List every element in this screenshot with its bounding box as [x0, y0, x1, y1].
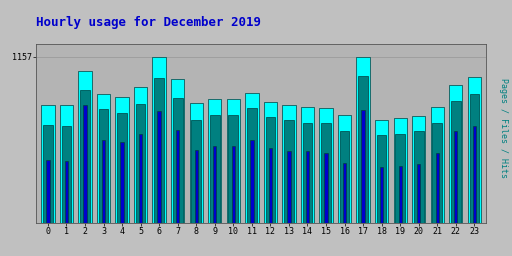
Bar	[451, 101, 461, 223]
Bar	[417, 164, 420, 223]
Bar	[264, 102, 277, 223]
Bar	[227, 99, 240, 223]
Bar	[97, 94, 110, 223]
Bar	[412, 116, 425, 223]
Bar	[473, 125, 476, 223]
Bar	[284, 120, 294, 223]
Bar	[134, 87, 147, 223]
Bar	[46, 160, 50, 223]
Bar	[117, 113, 127, 223]
Bar	[358, 77, 368, 223]
Bar	[436, 153, 439, 223]
Bar	[228, 115, 238, 223]
Bar	[245, 93, 259, 223]
Bar	[324, 153, 328, 223]
Bar	[467, 77, 481, 223]
Bar	[120, 142, 124, 223]
Bar	[231, 146, 235, 223]
Bar	[176, 130, 179, 223]
Bar	[60, 105, 73, 223]
Bar	[356, 57, 370, 223]
Bar	[153, 57, 166, 223]
Bar	[65, 161, 68, 223]
Bar	[301, 106, 314, 223]
Bar	[250, 140, 253, 223]
Bar	[136, 104, 145, 223]
Bar	[433, 123, 442, 223]
Bar	[41, 105, 55, 223]
Bar	[377, 135, 387, 223]
Bar	[102, 140, 105, 223]
Bar	[247, 108, 257, 223]
Bar	[213, 146, 217, 223]
Bar	[449, 85, 462, 223]
Bar	[173, 98, 182, 223]
Bar	[340, 131, 349, 223]
Bar	[319, 108, 333, 223]
Bar	[395, 134, 405, 223]
Bar	[43, 125, 53, 223]
Bar	[158, 111, 161, 223]
Bar	[470, 94, 479, 223]
Bar	[431, 107, 444, 223]
Bar	[361, 110, 365, 223]
Bar	[338, 115, 351, 223]
Bar	[375, 120, 388, 223]
Bar	[195, 150, 198, 223]
Bar	[191, 120, 201, 223]
Bar	[115, 97, 129, 223]
Bar	[208, 99, 222, 223]
Bar	[303, 123, 312, 223]
Bar	[414, 131, 423, 223]
Bar	[210, 115, 220, 223]
Bar	[282, 105, 295, 223]
Bar	[343, 163, 346, 223]
Text: Pages / Files / Hits: Pages / Files / Hits	[499, 78, 508, 178]
Bar	[78, 71, 92, 223]
Bar	[171, 79, 184, 223]
Bar	[380, 167, 383, 223]
Bar	[83, 105, 87, 223]
Bar	[80, 90, 90, 223]
Text: Hourly usage for December 2019: Hourly usage for December 2019	[36, 16, 261, 29]
Bar	[139, 134, 142, 223]
Bar	[454, 131, 458, 223]
Bar	[394, 118, 407, 223]
Bar	[154, 78, 164, 223]
Bar	[287, 151, 291, 223]
Bar	[99, 110, 109, 223]
Bar	[398, 166, 402, 223]
Bar	[266, 117, 275, 223]
Bar	[61, 126, 71, 223]
Bar	[269, 148, 272, 223]
Bar	[189, 103, 203, 223]
Bar	[321, 123, 331, 223]
Bar	[306, 151, 309, 223]
